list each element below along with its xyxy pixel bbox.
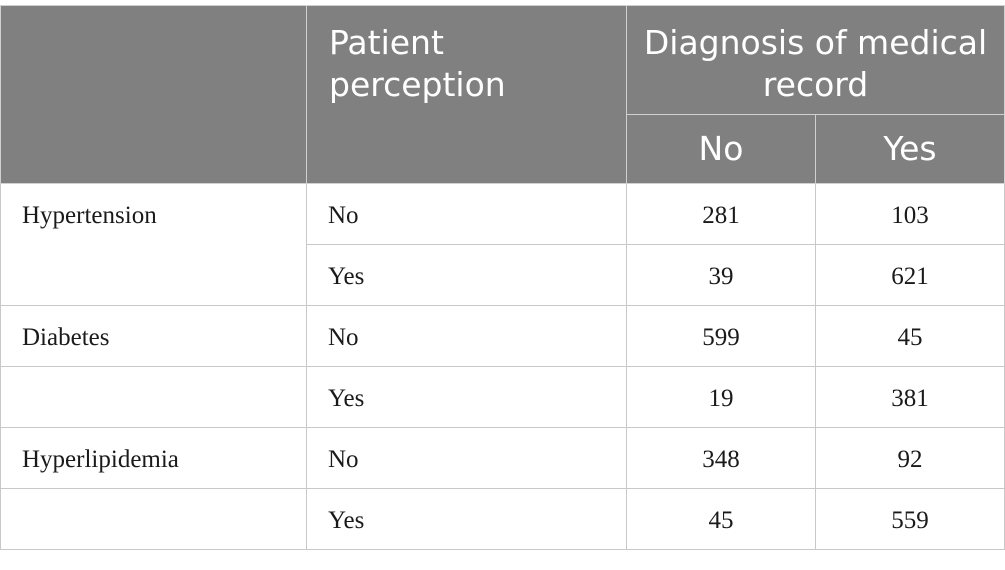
- condition-cell: Diabetes: [0, 305, 307, 367]
- diagnosis-yes-cell: 92: [814, 427, 1005, 489]
- table-row: Yes 19 381: [0, 366, 1005, 428]
- perception-cell: No: [306, 183, 627, 245]
- diagnosis-no-cell: 599: [626, 305, 816, 367]
- table-header: Patient perception Diagnosis of medical …: [0, 5, 1005, 184]
- table-row: Yes 45 559: [0, 488, 1005, 550]
- condition-cell: Hyperlipidemia: [0, 427, 307, 489]
- diagnosis-yes-cell: 103: [814, 183, 1005, 245]
- perception-cell: No: [306, 305, 627, 367]
- header-blank-cell: [0, 5, 307, 184]
- condition-cell: [0, 488, 307, 550]
- diagnosis-yes-cell: 559: [814, 488, 1005, 550]
- table-row: Hyperlipidemia No 348 92: [0, 427, 1005, 489]
- header-diagnosis-medical-record: Diagnosis of medical record: [625, 5, 1005, 115]
- table-body: Hypertension No 281 103 Yes 39 621 Diabe…: [0, 183, 1005, 550]
- header-diagnosis-no: No: [626, 114, 816, 184]
- perception-cell: Yes: [306, 244, 627, 306]
- header-diagnosis-yes: Yes: [814, 114, 1005, 184]
- data-table: Patient perception Diagnosis of medical …: [0, 5, 1005, 550]
- diagnosis-no-cell: 19: [626, 366, 816, 428]
- table-row: Yes 39 621: [0, 244, 1005, 306]
- diagnosis-no-cell: 348: [626, 427, 816, 489]
- diagnosis-yes-cell: 45: [814, 305, 1005, 367]
- diagnosis-yes-cell: 621: [814, 244, 1005, 306]
- header-patient-perception: Patient perception: [306, 5, 627, 184]
- perception-cell: No: [306, 427, 627, 489]
- table-row: Diabetes No 599 45: [0, 305, 1005, 367]
- diagnosis-yes-cell: 381: [814, 366, 1005, 428]
- condition-cell: [0, 366, 307, 428]
- condition-cell: [0, 244, 307, 306]
- diagnosis-no-cell: 39: [626, 244, 816, 306]
- diagnosis-no-cell: 45: [626, 488, 816, 550]
- condition-cell: Hypertension: [0, 183, 307, 245]
- table-row: Hypertension No 281 103: [0, 183, 1005, 245]
- perception-cell: Yes: [306, 366, 627, 428]
- perception-cell: Yes: [306, 488, 627, 550]
- diagnosis-no-cell: 281: [626, 183, 816, 245]
